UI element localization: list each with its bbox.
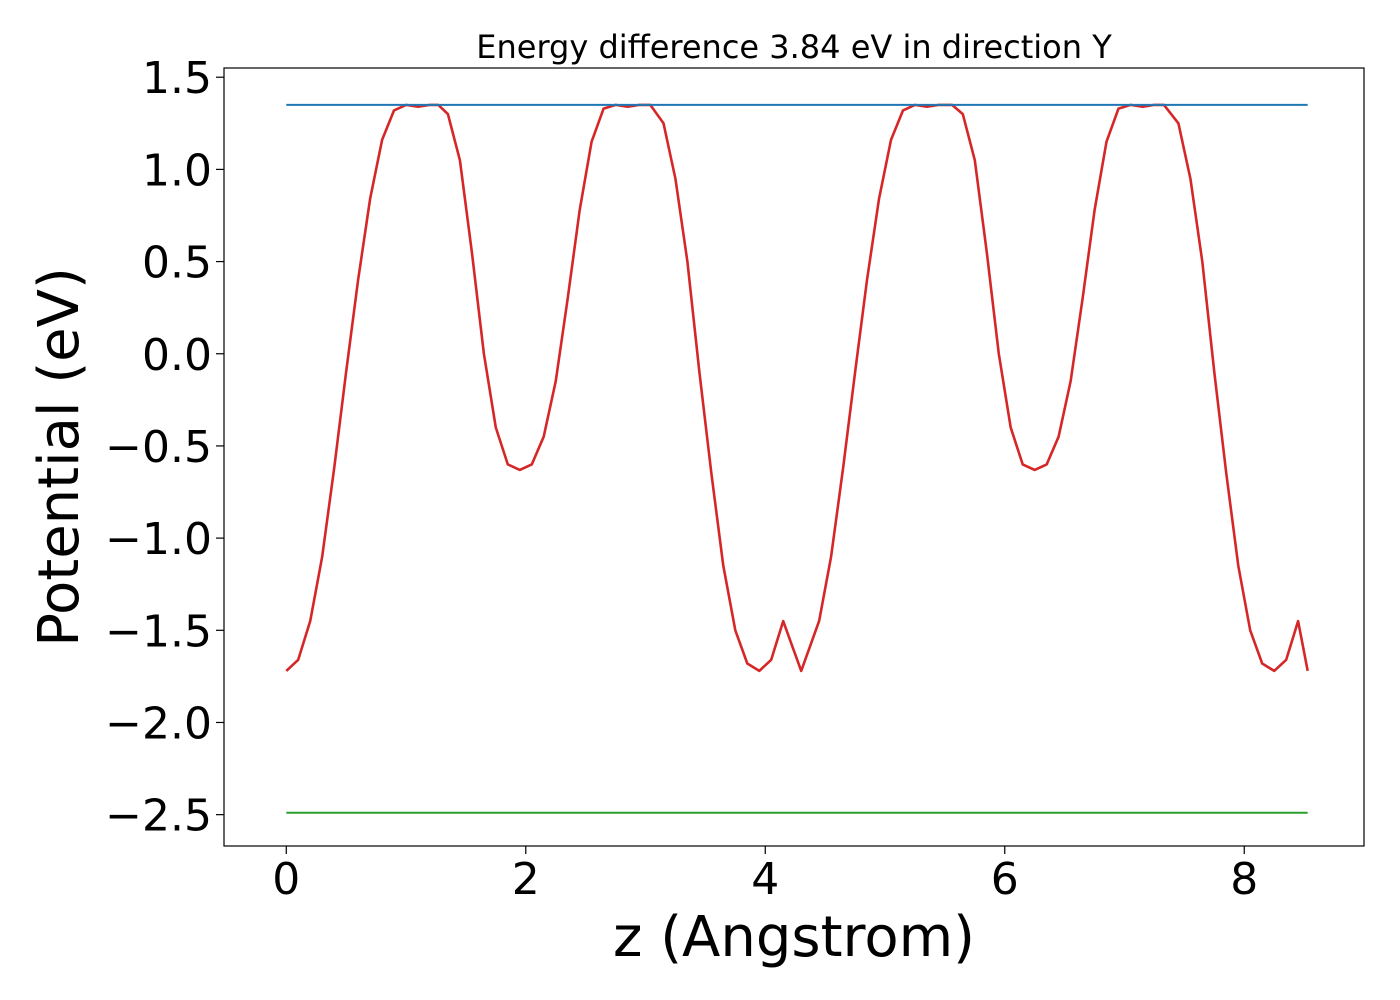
x-tick-label: 8	[1230, 854, 1258, 905]
x-tick-label: 4	[751, 854, 779, 905]
x-axis-ticks: 0 2 4 6 8	[272, 846, 1258, 905]
x-tick-label: 2	[512, 854, 540, 905]
plot-frame	[223, 67, 1365, 847]
y-axis-label: Potential (eV)	[27, 267, 92, 647]
y-tick-label: −2.0	[105, 698, 212, 749]
series-group	[285, 103, 1309, 814]
y-tick-label: −1.5	[105, 606, 212, 657]
chart-title: Energy difference 3.84 eV in direction Y	[476, 28, 1112, 66]
series-line-1	[285, 103, 1309, 673]
x-tick-label: 0	[272, 854, 300, 905]
y-tick-label: −1.0	[105, 514, 212, 565]
y-axis-ticks: 1.5 1.0 0.5 0.0 −0.5 −1.0 −1.5 −2.0 −2.5	[105, 53, 224, 842]
plot-area	[223, 67, 1365, 847]
y-tick-label: −2.5	[105, 791, 212, 842]
y-tick-label: 0.5	[142, 238, 212, 289]
y-tick-label: −0.5	[105, 422, 212, 473]
y-tick-label: 1.0	[142, 145, 212, 196]
y-tick-label: 0.0	[142, 330, 212, 381]
x-tick-label: 6	[991, 854, 1019, 905]
x-axis-label: z (Angstrom)	[613, 905, 975, 970]
y-tick-label: 1.5	[142, 53, 212, 104]
